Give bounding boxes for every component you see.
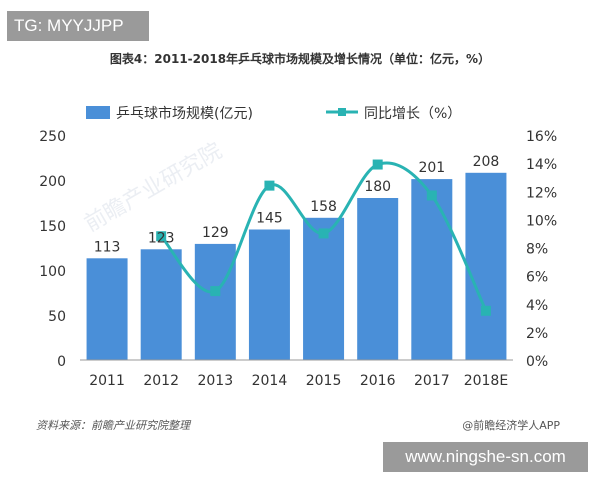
bar-value-label: 158 bbox=[310, 199, 337, 215]
growth-marker bbox=[480, 305, 491, 316]
legend-swatch-marker bbox=[338, 108, 346, 116]
x-tick-label: 2012 bbox=[143, 373, 179, 389]
y-left-tick-label: 250 bbox=[39, 129, 66, 145]
x-tick-label: 2017 bbox=[414, 373, 450, 389]
legend-label-line: 同比增长（%） bbox=[364, 106, 461, 122]
y-right-tick-label: 14% bbox=[526, 157, 557, 173]
bar-value-label: 208 bbox=[473, 154, 500, 170]
x-axis: 2011 2012 2013 2014 2015 2016 2017 2018E bbox=[80, 359, 513, 389]
y-left-tick-label: 150 bbox=[39, 219, 66, 235]
chart-title: 图表4：2011-2018年乒乓球市场规模及增长情况（单位：亿元，%） bbox=[109, 52, 491, 66]
y-left-tick-label: 200 bbox=[39, 174, 66, 190]
brand-note: @前瞻经济学人APP bbox=[462, 419, 560, 432]
y-left-tick-label: 0 bbox=[57, 354, 66, 370]
bar bbox=[303, 217, 345, 360]
bar bbox=[140, 249, 182, 360]
y-right-tick-label: 6% bbox=[526, 270, 548, 286]
bar bbox=[465, 172, 507, 360]
x-tick-label: 2018E bbox=[464, 373, 508, 389]
source-note: 资料来源：前瞻产业研究院整理 bbox=[36, 419, 190, 432]
y-axis-right: 0% 2% 4% 6% 8% 10% 12% 14% 16% bbox=[526, 129, 557, 370]
site-watermark: www.ningshe-sn.com bbox=[383, 442, 588, 472]
bar-value-labels: 113 123 129 145 158 180 201 208 bbox=[94, 154, 500, 256]
bar bbox=[86, 258, 128, 360]
bar bbox=[248, 229, 290, 360]
bar-value-label: 201 bbox=[418, 160, 445, 176]
x-tick-label: 2011 bbox=[89, 373, 125, 389]
y-right-tick-label: 12% bbox=[526, 185, 557, 201]
y-right-tick-label: 2% bbox=[526, 326, 548, 342]
x-tick-label: 2016 bbox=[360, 373, 396, 389]
y-right-tick-label: 8% bbox=[526, 242, 548, 258]
chart: 前瞻产业研究院 乒乓球市场规模(亿元) 同比增长（%） 0 50 100 150 200… bbox=[39, 105, 557, 389]
x-tick-label: 2014 bbox=[252, 373, 288, 389]
growth-marker bbox=[264, 180, 275, 191]
tg-badge: TG: MYYJJPP bbox=[7, 11, 149, 41]
bar-value-label: 129 bbox=[202, 225, 229, 241]
growth-marker bbox=[318, 228, 329, 239]
growth-marker bbox=[372, 159, 383, 170]
bar-value-label: 145 bbox=[256, 211, 283, 227]
bar-value-label: 113 bbox=[94, 239, 121, 255]
growth-marker bbox=[426, 190, 437, 201]
bar-series bbox=[86, 172, 507, 360]
y-left-tick-label: 50 bbox=[48, 309, 66, 325]
growth-marker bbox=[210, 286, 221, 297]
x-tick-label: 2013 bbox=[197, 373, 233, 389]
bar-value-label: 180 bbox=[364, 179, 391, 195]
y-axis-left: 0 50 100 150 200 250 bbox=[39, 129, 66, 370]
y-right-tick-label: 0% bbox=[526, 354, 548, 370]
bar bbox=[194, 243, 236, 360]
y-right-tick-label: 4% bbox=[526, 298, 548, 314]
y-left-tick-label: 100 bbox=[39, 264, 66, 280]
legend-swatch-bar bbox=[86, 106, 110, 119]
x-tick-label: 2015 bbox=[306, 373, 342, 389]
y-right-tick-label: 16% bbox=[526, 129, 557, 145]
bar-value-label: 123 bbox=[148, 230, 175, 246]
bar bbox=[357, 198, 399, 360]
legend-label-bar: 乒乓球市场规模(亿元) bbox=[116, 105, 253, 122]
growth-line-series bbox=[156, 159, 491, 316]
growth-marker bbox=[156, 231, 167, 242]
y-right-tick-label: 10% bbox=[526, 213, 557, 229]
chart-watermark: 前瞻产业研究院 bbox=[81, 139, 227, 238]
legend: 乒乓球市场规模(亿元) 同比增长（%） bbox=[86, 105, 461, 122]
bar bbox=[411, 179, 453, 360]
